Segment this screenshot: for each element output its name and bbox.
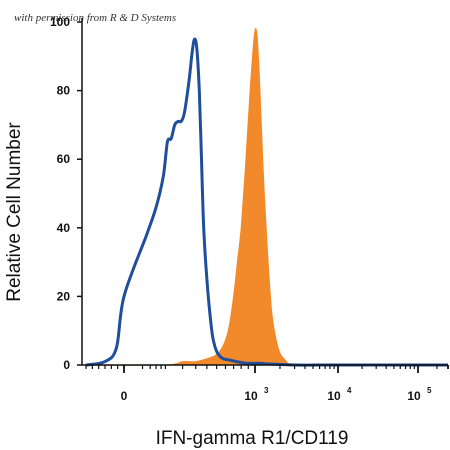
x-tick-label: 0 bbox=[121, 389, 128, 403]
x-axis-ticks: 0 10 3 10 4 10 5 bbox=[85, 365, 449, 403]
y-tick-label: 80 bbox=[57, 84, 71, 98]
y-tick-label: 0 bbox=[63, 358, 70, 372]
series-filled-histogram bbox=[85, 27, 448, 366]
series-line-histogram bbox=[85, 37, 448, 367]
x-tick-label: 10 bbox=[244, 389, 258, 403]
y-axis-label: Relative Cell Number bbox=[4, 122, 25, 302]
y-tick-label: 60 bbox=[57, 152, 71, 166]
x-axis-label: IFN-gamma R1/CD119 bbox=[156, 428, 349, 449]
y-tick-label: 100 bbox=[50, 15, 70, 29]
x-tick-label: 10 bbox=[327, 389, 341, 403]
y-axis-ticks: 0 20 40 60 80 100 bbox=[50, 15, 82, 372]
y-tick-label: 20 bbox=[57, 289, 71, 303]
x-tick-exponent: 4 bbox=[347, 386, 352, 395]
plot-area: 0 20 40 60 80 100 0 10 3 10 4 10 5 bbox=[50, 15, 449, 403]
x-tick-label: 10 bbox=[407, 389, 421, 403]
x-tick-exponent: 5 bbox=[427, 386, 432, 395]
y-tick-label: 40 bbox=[57, 221, 71, 235]
x-tick-exponent: 3 bbox=[264, 386, 269, 395]
series-layer bbox=[85, 27, 448, 367]
permission-note: with permission from R & D Systems bbox=[14, 12, 176, 24]
